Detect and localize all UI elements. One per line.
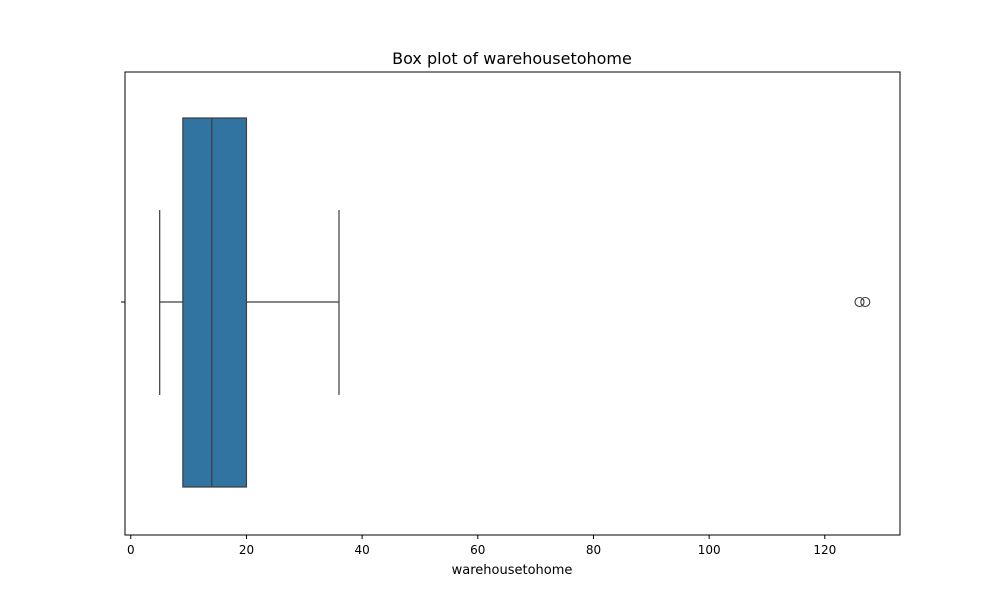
chart-title: Box plot of warehousetohome (392, 49, 632, 68)
x-tick-label: 0 (127, 543, 135, 557)
x-axis: 0 20 40 60 80 100 120 (127, 535, 836, 557)
x-tick-label: 60 (470, 543, 485, 557)
x-tick-label: 100 (698, 543, 721, 557)
x-axis-label: warehousetohome (452, 563, 573, 578)
x-tick-label: 80 (586, 543, 601, 557)
x-tick-label: 20 (239, 543, 254, 557)
box-plot-series (159, 117, 871, 488)
x-tick-label: 40 (354, 543, 369, 557)
outlier-point (854, 296, 865, 308)
x-tick-label: 120 (813, 543, 836, 557)
plot-area-frame (124, 71, 901, 536)
outlier-point (860, 296, 871, 308)
interquartile-box (182, 117, 248, 488)
